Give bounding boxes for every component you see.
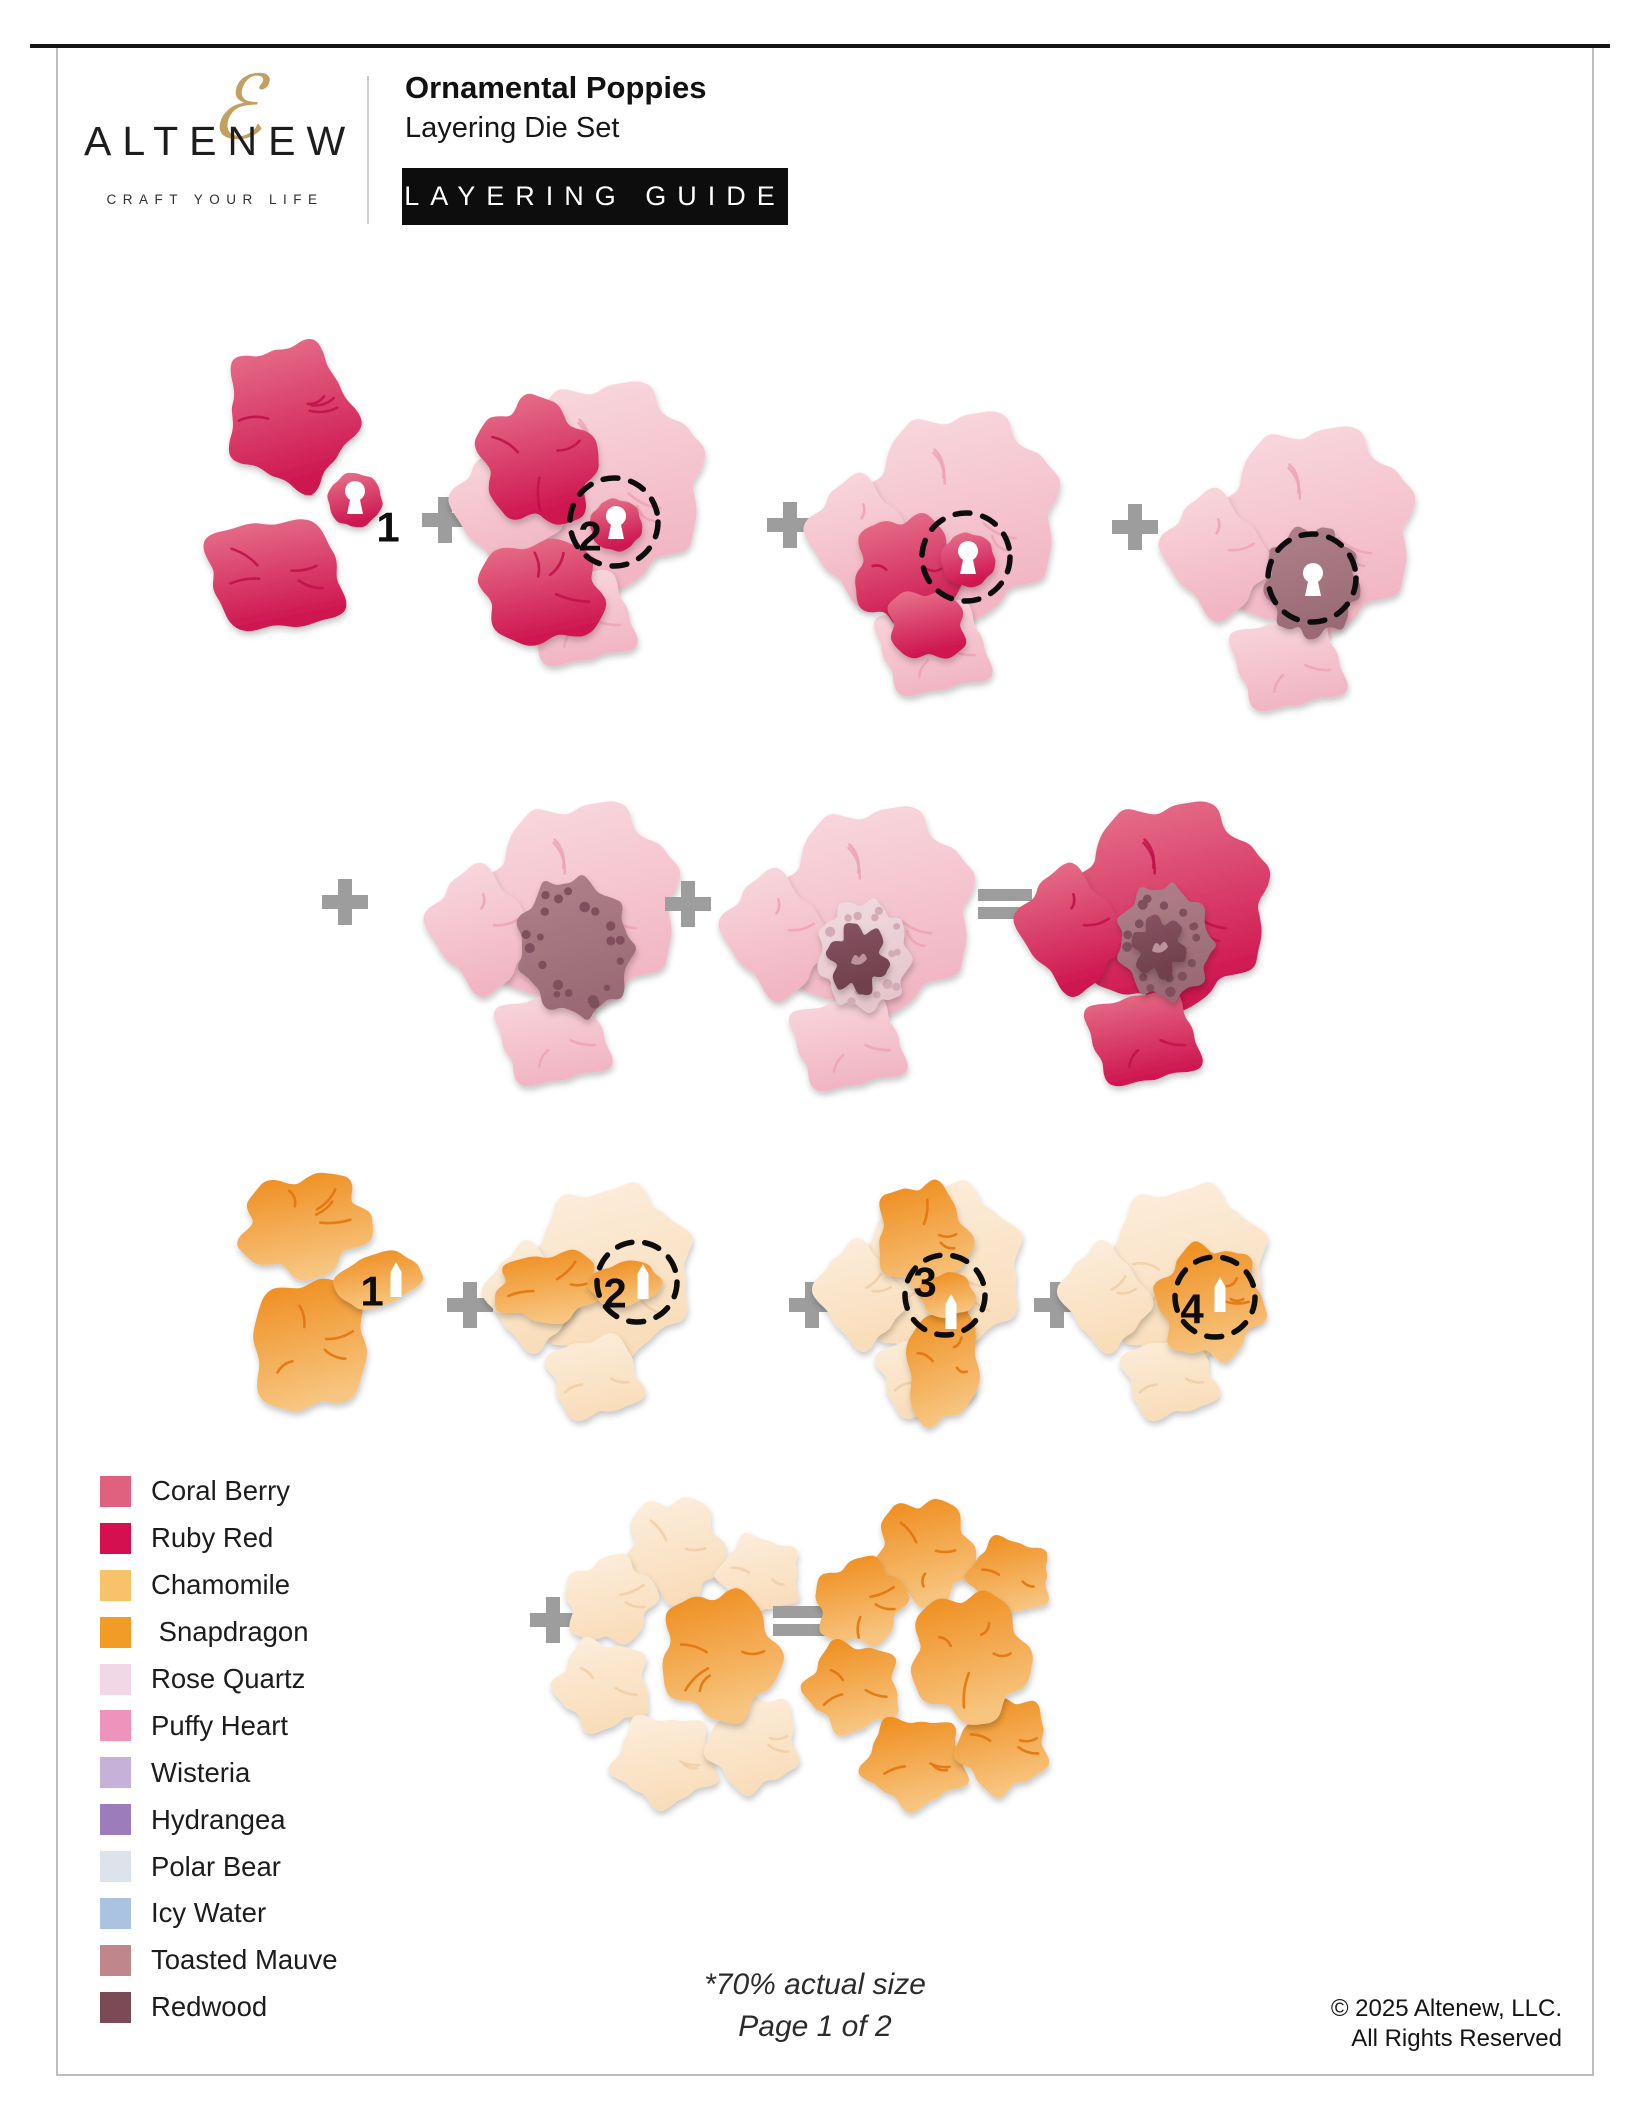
- legend-swatch-7: [100, 1804, 131, 1836]
- legend-item: Chamomile: [100, 1562, 338, 1609]
- page-border: [56, 48, 1594, 2076]
- legend-swatch-4: [100, 1663, 131, 1695]
- copyright: © 2025 Altenew, LLC. All Rights Reserved: [1331, 1994, 1562, 2054]
- scale-note: *70% actual size: [704, 1968, 926, 2001]
- legend-swatch-8: [100, 1851, 131, 1883]
- legend-label: Wisteria: [151, 1756, 251, 1788]
- layering-guide-badge: LAYERING GUIDE: [402, 168, 788, 225]
- legend-item: Ruby Red: [100, 1515, 338, 1562]
- legend-swatch-11: [100, 1991, 131, 2023]
- legend-label: Snapdragon: [151, 1616, 309, 1648]
- copyright-line2: All Rights Reserved: [1351, 2025, 1562, 2052]
- legend-label: Ruby Red: [151, 1522, 274, 1554]
- legend-item: Rose Quartz: [100, 1656, 338, 1703]
- legend-swatch-9: [100, 1897, 131, 1929]
- legend-label: Coral Berry: [151, 1475, 291, 1507]
- page-title: Ornamental Poppies: [405, 70, 707, 105]
- legend-swatch-5: [100, 1710, 131, 1742]
- legend-label: Hydrangea: [151, 1803, 286, 1835]
- legend-item: Wisteria: [100, 1749, 338, 1796]
- legend-label: Icy Water: [151, 1897, 267, 1929]
- legend-swatch-2: [100, 1569, 131, 1601]
- legend-swatch-10: [100, 1944, 131, 1976]
- legend-item: Polar Bear: [100, 1843, 338, 1890]
- legend-item: Toasted Mauve: [100, 1937, 338, 1984]
- legend-swatch-3: [100, 1616, 131, 1648]
- legend-item: Redwood: [100, 1984, 338, 2031]
- legend-swatch-1: [100, 1522, 131, 1554]
- copyright-line1: © 2025 Altenew, LLC.: [1330, 1995, 1562, 2022]
- legend-item: Icy Water: [100, 1890, 338, 1937]
- brand-tagline: CRAFT YOUR LIFE: [106, 192, 324, 207]
- legend-item: Puffy Heart: [100, 1702, 338, 1749]
- legend-item: Hydrangea: [100, 1796, 338, 1843]
- legend-label: Toasted Mauve: [151, 1944, 338, 1976]
- legend-swatch-6: [100, 1757, 131, 1789]
- page-subtitle: Layering Die Set: [405, 112, 620, 144]
- altenew-ampersand-icon: ℰ: [209, 56, 263, 159]
- page-top-rule: [30, 44, 1610, 48]
- header-divider: [367, 76, 369, 224]
- page-number: Page 1 of 2: [738, 2010, 892, 2043]
- legend-label: Rose Quartz: [151, 1663, 306, 1694]
- legend-item: Coral Berry: [100, 1468, 338, 1515]
- legend: Coral Berry Ruby Red Chamomile Snapdragon R…: [100, 1468, 338, 2031]
- legend-item: Snapdragon: [100, 1609, 338, 1656]
- brand-logo: ALTENEW: [84, 118, 357, 164]
- legend-label: Redwood: [151, 1991, 268, 2023]
- legend-label: Chamomile: [151, 1569, 291, 1601]
- legend-swatch-0: [100, 1475, 131, 1507]
- legend-label: Puffy Heart: [151, 1709, 289, 1741]
- legend-label: Polar Bear: [151, 1850, 281, 1882]
